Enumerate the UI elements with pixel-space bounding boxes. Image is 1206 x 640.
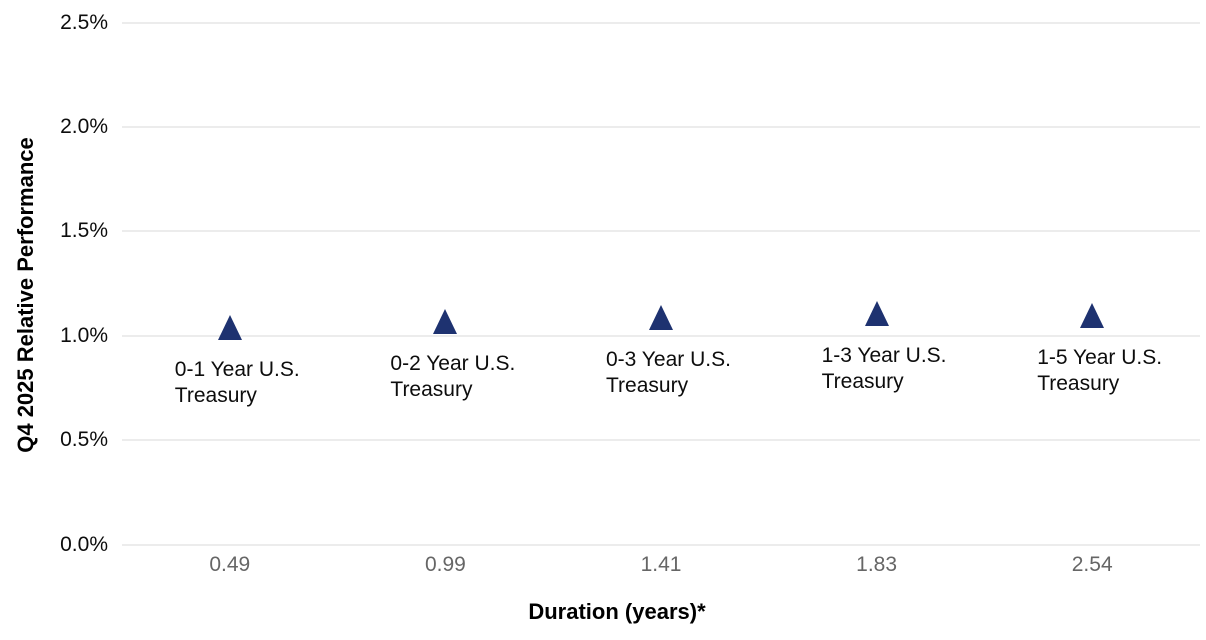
data-point-label: 0-2 Year U.S. Treasury [390,352,516,402]
y-tick-label: 0.5% [60,428,108,452]
x-tick-label: 0.99 [424,553,466,576]
y-tick-label: 2.5% [60,10,108,34]
data-point-label: 1-5 Year U.S. Treasury [1037,345,1163,395]
gridline [122,125,1200,128]
gridline [122,439,1200,442]
gridline [122,230,1200,233]
data-point-label: 0-3 Year U.S. Treasury [606,347,731,397]
y-tick-label: 1.0% [60,323,108,347]
data-point-label: 1-3 Year U.S. Treasury [821,343,947,393]
gridline [122,334,1200,337]
triangle-up-marker [864,300,889,326]
triangle-up-marker [1080,302,1105,328]
triangle-up-marker [433,309,458,335]
gridline [122,21,1200,24]
data-point-label: 0-1 Year U.S. Treasury [174,358,300,408]
triangle-up-marker [649,304,673,330]
plot-area [122,22,1200,545]
triangle-up-marker [217,315,242,341]
x-tick-label: 1.41 [640,553,682,576]
y-tick-label: 0.0% [60,532,108,556]
y-axis-title: Q4 2025 Relative Performance [13,137,38,453]
x-tick-label: 2.54 [1071,553,1113,576]
y-tick-label: 2.0% [60,114,108,138]
y-tick-label: 1.5% [60,219,108,243]
x-tick-label: 0.49 [209,553,251,576]
gridline [122,543,1200,546]
x-tick-label: 1.83 [856,553,898,576]
x-axis-title: Duration (years)* [528,599,706,624]
